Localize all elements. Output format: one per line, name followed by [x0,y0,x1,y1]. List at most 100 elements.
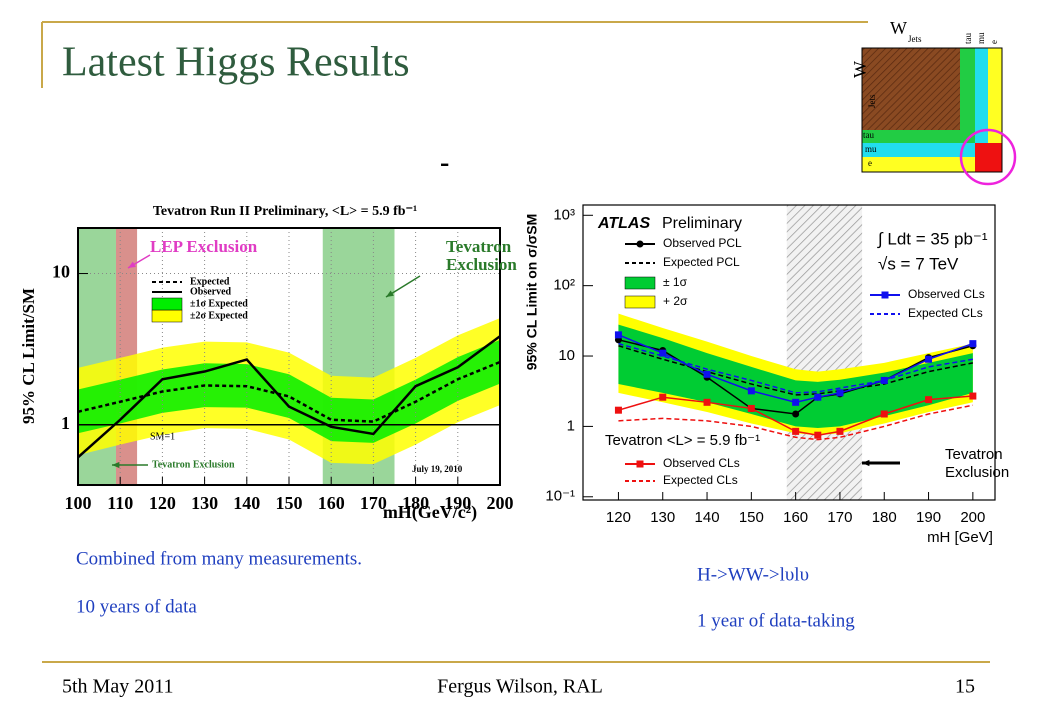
annotation: Tevatron <L> = 5.9 fb⁻¹ [605,432,760,449]
legend-marker [636,460,644,468]
annotation: √s = 7 TeV [878,254,959,273]
x-tick-label: 140 [233,493,260,513]
legend-label: Expected [190,276,230,287]
annotation: LEP Exclusion [150,237,258,256]
diagram-label: e [868,158,872,168]
marker [880,410,888,418]
x-tick-label: 170 [360,493,387,513]
band [78,339,500,443]
annotation: Tevatron Exclusion [152,459,235,470]
y-tick-label: 10 [558,347,575,364]
x-tick-label: 100 [65,493,92,513]
diagram-label: tau [963,33,973,44]
caption: 10 years of data [76,596,197,617]
diagram-label: e [989,40,999,44]
marker [659,393,667,401]
block [975,143,1002,172]
annotation: Tevatron [945,446,1003,463]
legend-label: + 2σ [663,294,688,308]
marker [792,398,800,406]
x-tick-label: 120 [606,509,631,526]
x-tick-label: 190 [444,493,471,513]
legend-marker [881,291,889,299]
x-tick-label: 180 [872,509,897,526]
block [862,48,960,130]
block [975,48,988,172]
marker [614,406,622,414]
diagram-label: W [850,61,870,78]
legend-label: ±1σ Expected [190,298,248,309]
marker [614,331,622,339]
legend-label: Observed CLs [663,456,740,470]
legend-label: Observed CLs [908,287,985,301]
block [862,157,975,172]
highlight [959,128,1017,186]
channel-diagram: W Jets tau mu e W Jets tau mu e [850,18,1017,186]
legend-marker [636,240,644,248]
arrow-head [112,461,120,469]
legend-swatch [151,309,183,323]
x-axis-label: mH(GeV/c²) [383,502,477,523]
caption: Combined from many measurements. [76,548,362,569]
arrow-head [386,290,394,297]
arrow-head [862,459,870,467]
block [862,130,975,143]
diagram-label: Jets [908,34,922,44]
footer-page: 15 [955,676,975,698]
y-axis-label: 95% CL Limit on σ/σSM [524,214,540,371]
y-tick-label: 1 [567,417,575,434]
frame [861,47,1003,173]
marker [792,410,800,418]
legend-label: Expected CLs [908,306,983,320]
x-tick-label: 160 [318,493,345,513]
footer-author: Fergus Wilson, RAL [437,676,603,698]
plot-frame [582,204,996,501]
x-tick-label: 130 [650,509,675,526]
footer-date: 5th May 2011 [62,676,173,698]
x-tick-label: 130 [191,493,218,513]
block [988,48,1002,172]
chart-subtitle: Preliminary [662,215,742,232]
legend-swatch [624,295,656,309]
plot [78,228,500,485]
marker [792,427,800,435]
annotation: July 19, 2010 [412,464,463,474]
marker [814,431,822,439]
x-tick-label: 170 [827,509,852,526]
y-tick-label: 10⁻¹ [545,488,575,505]
marker [969,340,977,348]
annotation: Exclusion [945,464,1009,481]
annotation: SM=1 [150,431,175,442]
x-tick-label: 120 [149,493,176,513]
marker [659,349,667,357]
series-line [618,334,974,404]
x-tick-label: 140 [695,509,720,526]
series-line [78,360,500,423]
diagram-label: W [890,18,907,38]
series-line [78,335,500,459]
series-line [618,345,973,396]
legend-label: Observed [190,286,232,297]
x-tick-label: 190 [916,509,941,526]
legend-label: Expected PCL [663,255,740,269]
y-tick-label: 1 [61,413,70,433]
marker [969,392,977,400]
exclusion-region [786,205,863,500]
caption: 1 year of data-taking [697,610,855,631]
diagram-label: mu [976,32,986,44]
stray-mark: - [440,147,449,178]
caption: H->WW->lυlυ [697,564,809,585]
series-line [618,342,973,394]
marker [836,427,844,435]
arrow-head [128,261,136,268]
legend-swatch [624,276,656,290]
slide-title: Latest Higgs Results [62,40,410,86]
marker [814,393,822,401]
plot [614,205,977,500]
marker [836,389,844,397]
x-tick-label: 110 [107,493,133,513]
x-axis-label: mH [GeV] [927,529,993,546]
y-tick-label: 10² [553,277,575,294]
chart-title: Tevatron Run II Preliminary, <L> = 5.9 f… [153,204,417,219]
